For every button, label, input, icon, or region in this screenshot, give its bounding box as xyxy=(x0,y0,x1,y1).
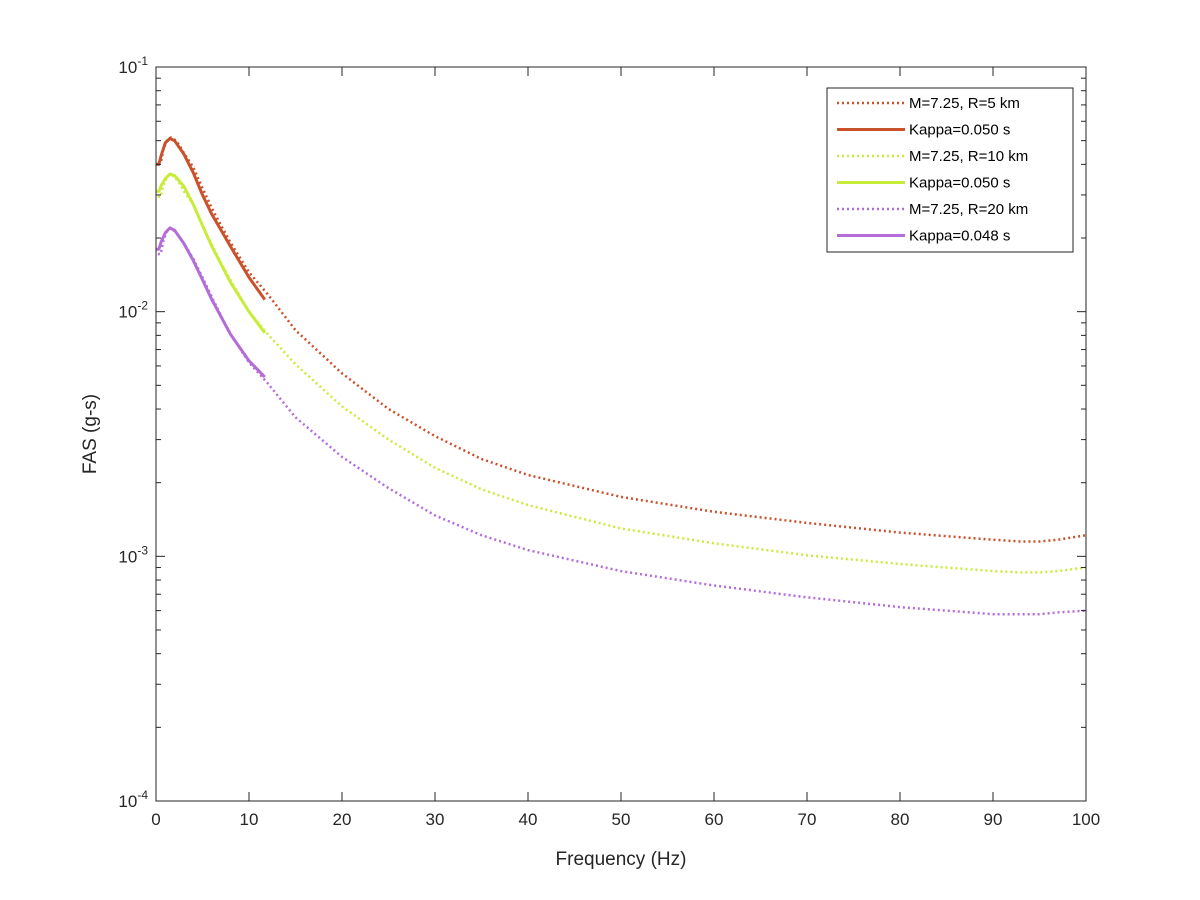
x-tick-label: 30 xyxy=(426,810,445,829)
x-tick-label: 70 xyxy=(798,810,817,829)
x-tick-label: 40 xyxy=(519,810,538,829)
series-layer xyxy=(156,136,1087,616)
series-line-6 xyxy=(156,226,266,379)
x-tick-label: 90 xyxy=(984,810,1003,829)
x-tick-label: 10 xyxy=(240,810,259,829)
legend-box xyxy=(826,87,1074,253)
series-line-3 xyxy=(157,172,1087,574)
series-line-1 xyxy=(157,136,1087,543)
legend-label-2: Kappa=0.050 s xyxy=(909,122,1010,139)
legend: M=7.25, R=5 km Kappa=0.050 s M=7.25, R=10 … xyxy=(826,87,1074,253)
ticks-layer: 0 10 20 30 40 50 60 70 80 90 100 10-4 10-3 10-2 10-1 xyxy=(118,54,1100,829)
x-tick-label: 50 xyxy=(612,810,631,829)
x-axis-label: Frequency (Hz) xyxy=(556,849,687,870)
x-tick-label: 80 xyxy=(891,810,910,829)
x-tick-label: 0 xyxy=(151,810,160,829)
y-axis-label: FAS (g-s) xyxy=(80,394,101,474)
x-tick-label: 20 xyxy=(333,810,352,829)
series-line-4 xyxy=(156,172,267,334)
x-tick-label: 100 xyxy=(1072,810,1100,829)
legend-label-1: M=7.25, R=5 km xyxy=(909,95,1020,112)
legend-label-3: M=7.25, R=10 km xyxy=(909,148,1028,165)
y-tick-label: 10-4 xyxy=(118,788,148,811)
y-tick-label: 10-2 xyxy=(118,299,148,322)
legend-label-6: Kappa=0.048 s xyxy=(909,228,1010,245)
legend-label-4: Kappa=0.050 s xyxy=(909,175,1010,192)
y-tick-label: 10-3 xyxy=(118,543,148,566)
legend-label-5: M=7.25, R=20 km xyxy=(909,201,1028,218)
series-line-2 xyxy=(156,137,267,301)
y-tick-label: 10-1 xyxy=(118,54,148,77)
x-tick-label: 60 xyxy=(705,810,724,829)
